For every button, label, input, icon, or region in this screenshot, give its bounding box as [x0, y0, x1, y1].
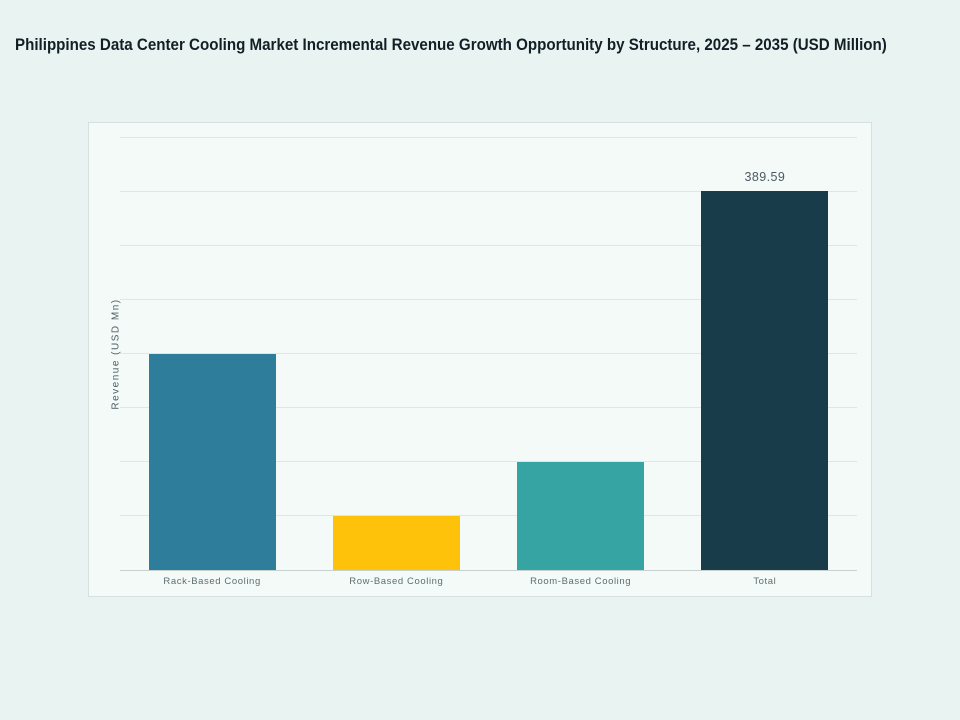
plot-area: Rack-Based Cooling Row-Based Cooling Room-…	[120, 136, 857, 587]
bar-row-based-cooling	[332, 515, 460, 570]
page-title: Philippines Data Center Cooling Market I…	[15, 35, 960, 55]
x-axis-category-label: Row-Based Cooling	[349, 576, 444, 587]
bar-total	[701, 191, 829, 570]
gridline	[120, 353, 857, 354]
x-axis-category-label: Room-Based Cooling	[530, 576, 632, 587]
gridline	[120, 515, 857, 517]
bar-value-label: 389.59	[744, 170, 786, 185]
gridline	[120, 136, 857, 138]
x-axis-category-label: Total	[753, 576, 777, 587]
gridline	[120, 407, 857, 409]
page-title-text: Philippines Data Center Cooling Market I…	[15, 35, 887, 54]
chart-panel: Revenue (USD Mn) Rack-Based Cooling Row-B…	[88, 122, 872, 597]
x-axis-line	[120, 569, 857, 571]
gridline	[120, 244, 857, 246]
bar-rack-based-cooling	[148, 353, 276, 570]
gridline	[120, 461, 857, 463]
x-axis-category-label: Rack-Based Cooling	[163, 576, 261, 587]
gridline	[120, 298, 857, 300]
bar-room-based-cooling	[517, 461, 645, 570]
gridline	[120, 190, 857, 192]
